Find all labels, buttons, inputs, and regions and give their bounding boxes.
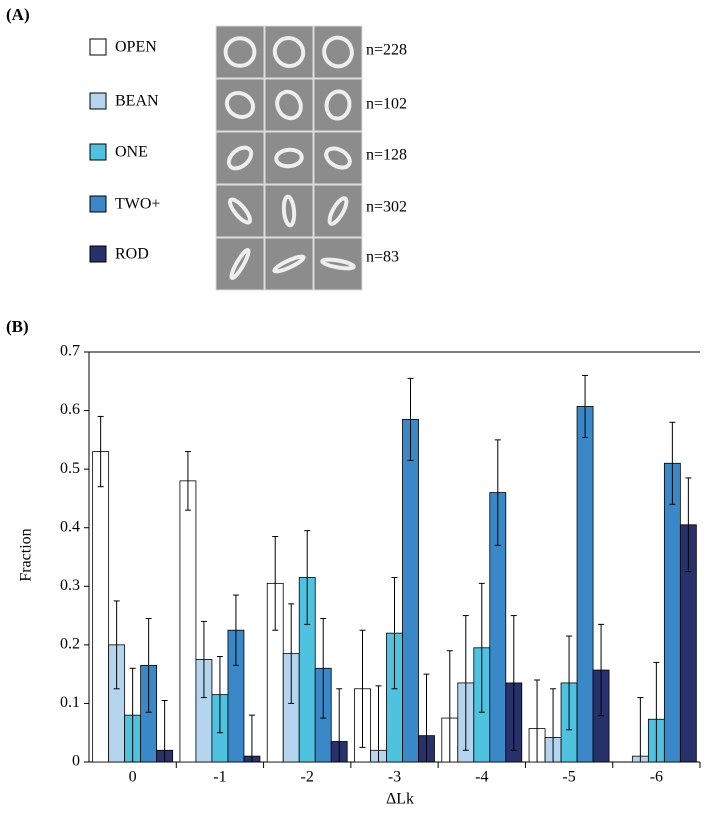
x-axis-label: ΔLk [386,791,414,808]
legend-label: TWO+ [115,196,160,213]
micrograph-cell [265,79,313,131]
micrographs [216,26,362,290]
y-tick-label: 0 [72,753,80,770]
count-label: n=128 [366,147,407,164]
micrograph-cell [216,26,264,78]
x-tick-label: 0 [129,769,137,786]
legend-label: OPEN [115,39,157,56]
legend-swatch [90,144,106,160]
bars [93,375,697,814]
count-label: n=102 [366,96,407,113]
y-tick-label: 0.5 [60,460,80,477]
micrograph-cell [216,132,264,184]
legend-label: ONE [115,144,148,161]
micrograph-cell [265,185,313,237]
panel-label: (A) [6,5,30,24]
bar [664,463,680,762]
panel-label: (B) [6,317,29,336]
y-tick-label: 0.4 [60,518,80,535]
micrograph-cell [216,185,264,237]
bar [93,452,109,762]
y-tick-label: 0.6 [60,401,80,418]
micrograph-cell [314,79,362,131]
micrograph-cell [265,238,313,290]
micrograph-cell [314,185,362,237]
y-tick-label: 0.1 [60,694,80,711]
x-tick-label: -1 [213,769,226,786]
legend-label: ROD [115,246,149,263]
micrograph-cell [314,26,362,78]
figure: (A) (B) Fraction ΔLk OPEN BEAN ONE TWO+ ROD n… [0,0,714,816]
micrograph-cell [265,26,313,78]
x-tick-label: -5 [562,769,575,786]
x-tick-label: -6 [650,769,663,786]
y-tick-label: 0.3 [60,577,80,594]
legend-swatch [90,39,106,55]
bar [577,406,593,762]
y-tick-label: 0.2 [60,636,80,653]
micrograph-cell [216,238,264,290]
legend-swatch [90,196,106,212]
x-tick-label: -4 [475,769,488,786]
legend-swatch [90,246,106,262]
bar [180,481,196,762]
count-label: n=228 [366,42,407,59]
x-tick-label: -3 [388,769,401,786]
legend-label: BEAN [115,93,159,110]
micrograph-cell [314,132,362,184]
legend-swatch [90,93,106,109]
micrograph-cell [265,132,313,184]
x-tick-label: -2 [301,769,314,786]
micrograph-cell [314,238,362,290]
micrograph-cell [216,79,264,131]
bar [403,419,419,762]
y-axis-label: Fraction [18,528,35,581]
y-tick-label: 0.7 [60,343,80,360]
count-label: n=83 [366,249,399,266]
count-label: n=302 [366,199,407,216]
